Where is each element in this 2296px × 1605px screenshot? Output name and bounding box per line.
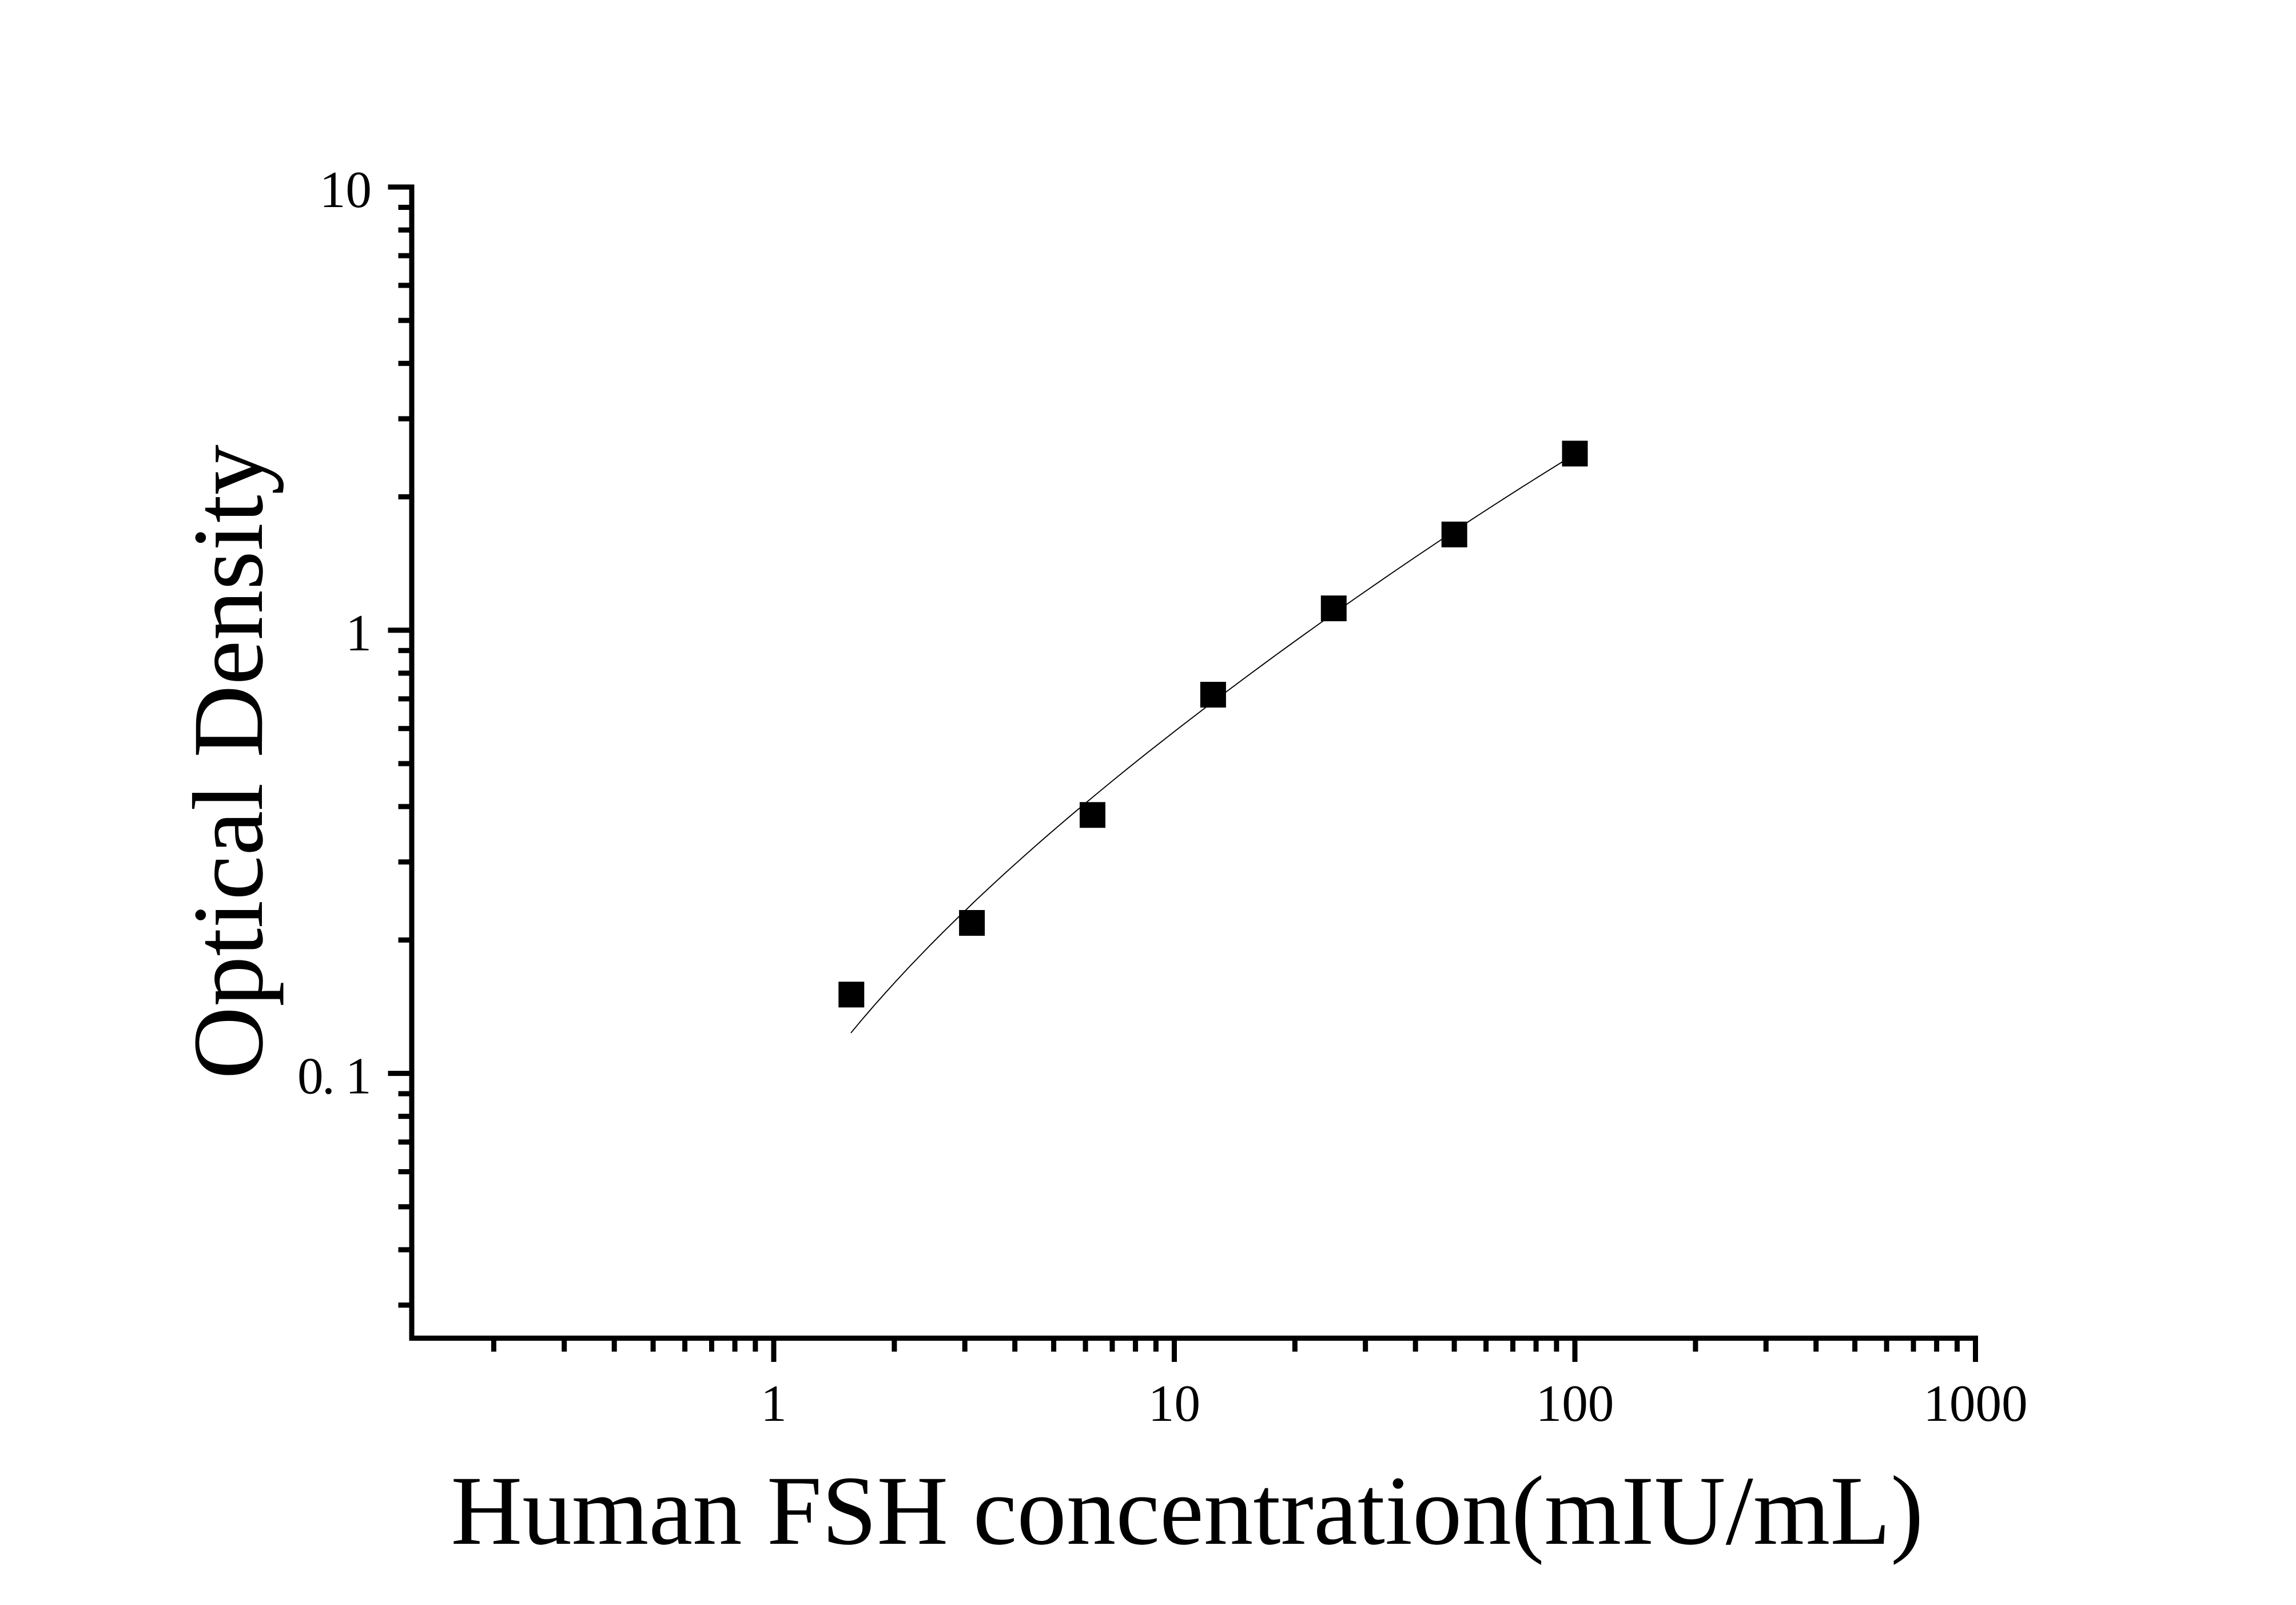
svg-text:100: 100	[1536, 1374, 1614, 1432]
svg-text:Human FSH concentration(mIU/mL: Human FSH concentration(mIU/mL)	[451, 1456, 1923, 1566]
svg-text:10: 10	[320, 161, 372, 218]
svg-text:Optical Density: Optical Density	[173, 444, 284, 1079]
svg-text:0.1: 0.1	[297, 1047, 372, 1105]
svg-text:10: 10	[1148, 1374, 1200, 1432]
svg-text:1000: 1000	[1923, 1374, 2027, 1432]
svg-text:1: 1	[761, 1374, 787, 1432]
svg-text:1: 1	[345, 604, 372, 662]
